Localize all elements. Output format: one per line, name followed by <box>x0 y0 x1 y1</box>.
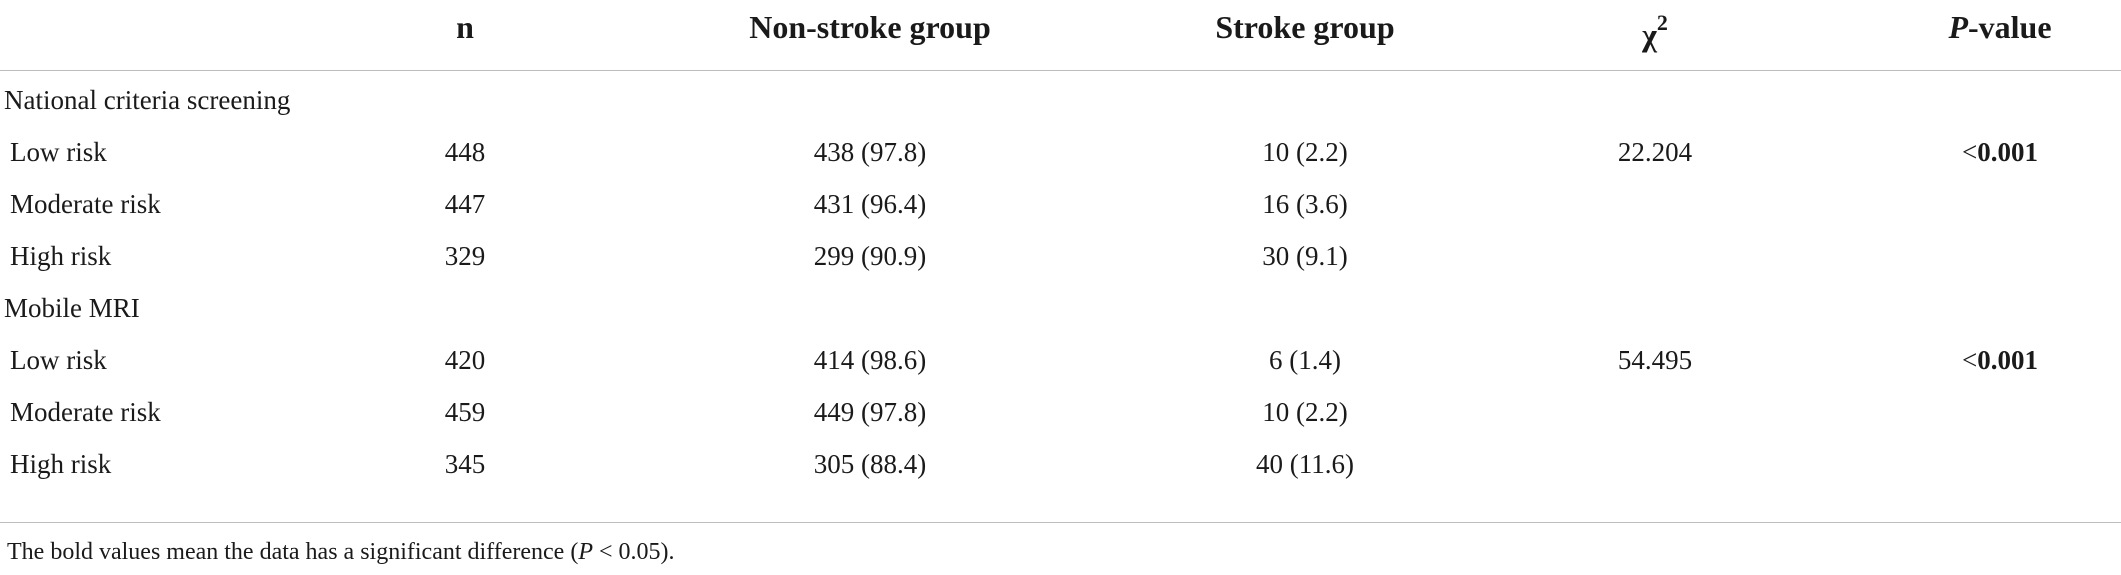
cell-chi2: 54.495 <box>1617 345 1693 375</box>
cell-chi2: 22.204 <box>1617 137 1693 167</box>
p-value-bold: 0.001 <box>1977 345 2038 375</box>
header-p-rest: -value <box>1968 9 2052 45</box>
row-label: Moderate risk <box>10 189 161 219</box>
row-label: High risk <box>10 449 112 479</box>
cell-stroke: 30 (9.1) <box>1262 241 1348 271</box>
cell-non-stroke: 438 (97.8) <box>813 137 927 167</box>
cell-chi2 <box>1590 178 1720 230</box>
table-row: Low risk 448 438 (97.8) 10 (2.2) 22.204 … <box>0 126 2121 178</box>
cell-p-value <box>1890 386 2110 438</box>
table-body: National criteria screening Low risk 448… <box>0 71 2121 523</box>
cell-n: 420 <box>444 345 486 375</box>
section-heading: National criteria screening <box>0 74 2121 126</box>
cell-non-stroke: 299 (90.9) <box>813 241 927 271</box>
header-chi-square: χ2 <box>1590 2 1720 53</box>
cell-n: 329 <box>444 241 486 271</box>
cell-n: 345 <box>444 449 486 479</box>
cell-stroke: 10 (2.2) <box>1262 397 1348 427</box>
cell-chi2 <box>1590 230 1720 282</box>
header-p-value: P-value <box>1890 2 2110 52</box>
cell-chi2 <box>1590 386 1720 438</box>
cell-stroke: 40 (11.6) <box>1256 449 1354 479</box>
row-label: Low risk <box>10 345 107 375</box>
header-stroke-group: Stroke group <box>1215 9 1395 45</box>
cell-chi2 <box>1590 438 1720 490</box>
cell-stroke: 6 (1.4) <box>1269 345 1341 375</box>
results-table: n Non-stroke group Stroke group χ2 P-val… <box>0 0 2121 523</box>
header-non-stroke-group: Non-stroke group <box>749 9 991 45</box>
cell-non-stroke: 431 (96.4) <box>813 189 927 219</box>
cell-p-value <box>1890 230 2110 282</box>
table-row: Moderate risk 459 449 (97.8) 10 (2.2) <box>0 386 2121 438</box>
table-row: High risk 329 299 (90.9) 30 (9.1) <box>0 230 2121 282</box>
table-row: Low risk 420 414 (98.6) 6 (1.4) 54.495 <… <box>0 334 2121 386</box>
cell-n: 448 <box>444 137 486 167</box>
section-heading: Mobile MRI <box>0 282 2121 334</box>
header-chi-superscript: 2 <box>1656 10 1668 35</box>
p-prefix: < <box>1962 137 1978 167</box>
table-row: Moderate risk 447 431 (96.4) 16 (3.6) <box>0 178 2121 230</box>
table-footnote: The bold values mean the data has a sign… <box>7 537 675 567</box>
p-prefix: < <box>1962 345 1978 375</box>
cell-p-value <box>1890 438 2110 490</box>
section-title: Mobile MRI <box>4 293 140 323</box>
header-n: n <box>456 9 474 45</box>
cell-non-stroke: 305 (88.4) <box>813 449 927 479</box>
table-row: High risk 345 305 (88.4) 40 (11.6) <box>0 438 2121 490</box>
header-p-italic: P <box>1948 9 1968 45</box>
cell-n: 459 <box>444 397 486 427</box>
cell-stroke: 16 (3.6) <box>1262 189 1348 219</box>
p-value-bold: 0.001 <box>1977 137 2038 167</box>
cell-stroke: 10 (2.2) <box>1262 137 1348 167</box>
section-title: National criteria screening <box>4 85 291 115</box>
row-label: High risk <box>10 241 112 271</box>
footnote-p-italic: P <box>578 539 593 565</box>
row-label: Low risk <box>10 137 107 167</box>
header-chi-symbol: χ <box>1642 16 1657 53</box>
cell-non-stroke: 449 (97.8) <box>813 397 927 427</box>
table-header: n Non-stroke group Stroke group χ2 P-val… <box>0 0 2121 71</box>
cell-p-value: <0.001 <box>1890 334 2110 386</box>
cell-n: 447 <box>444 189 486 219</box>
footnote-text-start: The bold values mean the data has a sign… <box>7 539 579 565</box>
footnote-text-end: < 0.05). <box>593 539 675 565</box>
row-label: Moderate risk <box>10 397 161 427</box>
cell-p-value: <0.001 <box>1890 126 2110 178</box>
cell-p-value <box>1890 178 2110 230</box>
cell-non-stroke: 414 (98.6) <box>813 345 927 375</box>
